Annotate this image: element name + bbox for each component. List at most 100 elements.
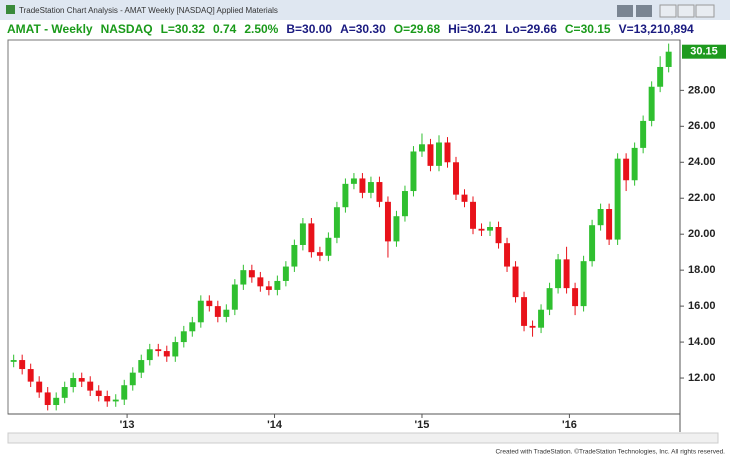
candle-body <box>401 191 408 217</box>
header-item: C=30.15 <box>565 22 611 36</box>
candle-body <box>563 259 570 289</box>
candle-body <box>163 351 170 357</box>
x-tick-label: '14 <box>267 419 283 431</box>
last-price-box <box>682 44 726 59</box>
candle-body <box>597 209 604 226</box>
candle-body <box>384 201 391 242</box>
candle-body <box>453 162 459 195</box>
minimize-button[interactable] <box>659 4 677 18</box>
candle-body <box>316 252 323 256</box>
candle-body <box>333 207 340 238</box>
header-item: Lo=29.66 <box>505 22 557 36</box>
candle-body <box>70 378 77 388</box>
candle-body <box>342 183 349 208</box>
candle-body <box>19 360 26 370</box>
candle-body <box>580 261 587 307</box>
candle-body <box>121 385 128 400</box>
header-item: O=29.68 <box>394 22 441 36</box>
candle-body <box>129 372 136 386</box>
candle-body <box>487 227 494 231</box>
maximize-button[interactable] <box>677 4 695 18</box>
candle-body <box>495 227 502 244</box>
x-tick-label: '16 <box>562 419 577 431</box>
y-tick-label: 24.00 <box>688 156 716 168</box>
candle-body <box>36 381 43 393</box>
y-tick-label: 20.00 <box>688 228 716 240</box>
candle-body <box>155 349 162 352</box>
candle-body <box>470 201 476 229</box>
y-tick-label: 18.00 <box>688 264 716 276</box>
header-item: L=30.32 <box>161 22 206 36</box>
candle-body <box>359 178 366 193</box>
candle-body <box>172 342 179 357</box>
menu-button[interactable] <box>617 5 633 17</box>
header-item: V=13,210,894 <box>619 22 694 36</box>
candle-body <box>231 284 238 310</box>
candle-body <box>146 349 153 361</box>
candle-body <box>350 178 357 184</box>
link-button[interactable] <box>636 5 652 17</box>
candle-body <box>299 223 306 245</box>
candle-body <box>623 158 630 181</box>
candle-body <box>87 381 94 391</box>
candle-body <box>521 297 528 326</box>
candle-body <box>53 397 60 406</box>
candle-body <box>223 309 230 317</box>
candle-body <box>606 209 613 240</box>
last-price-label: 30.15 <box>690 46 718 58</box>
candle-body <box>104 396 111 402</box>
header-item: AMAT - Weekly <box>7 22 93 36</box>
candle-body <box>478 228 485 231</box>
candle-body <box>367 182 374 193</box>
candle-body <box>538 309 545 328</box>
candle-body <box>504 243 511 267</box>
candle-body <box>589 225 596 262</box>
candle-body <box>436 142 442 166</box>
header-item: 0.74 <box>213 22 237 36</box>
candle-body <box>665 51 672 67</box>
candle-body <box>393 216 400 242</box>
candle-body <box>325 237 332 256</box>
y-tick-label: 26.00 <box>688 120 716 132</box>
y-tick-label: 16.00 <box>688 300 716 312</box>
candle-body <box>274 280 281 290</box>
candle-body <box>197 300 204 323</box>
candle-body <box>648 86 655 121</box>
candle-body <box>282 266 289 281</box>
header-item: Hi=30.21 <box>448 22 497 36</box>
candle-body <box>529 325 536 328</box>
header-item: 2.50% <box>244 22 278 36</box>
candle-body <box>189 322 196 332</box>
candle-body <box>61 387 68 398</box>
candle-body <box>44 392 51 406</box>
candle-body <box>95 390 102 397</box>
candle-body <box>214 306 221 317</box>
title-bar <box>0 0 730 20</box>
y-tick-label: 28.00 <box>688 84 716 96</box>
candle-body <box>248 270 255 278</box>
candle-body <box>444 142 451 163</box>
candle-body <box>410 151 417 192</box>
header-item: NASDAQ <box>101 22 153 36</box>
scrollbar[interactable] <box>7 432 719 444</box>
window-title: TradeStation Chart Analysis - AMAT Weekl… <box>19 6 278 15</box>
candle-body <box>180 331 187 343</box>
header-item: B=30.00 <box>286 22 332 36</box>
candle-body <box>27 369 34 382</box>
candle-body <box>512 266 519 298</box>
y-tick-label: 14.00 <box>688 336 716 348</box>
candle-body <box>78 378 85 382</box>
close-button[interactable] <box>695 4 715 18</box>
x-tick-label: '15 <box>415 419 430 431</box>
candle-body <box>308 223 315 253</box>
candle-body <box>265 286 272 290</box>
candle-body <box>572 288 579 307</box>
header-item: A=30.30 <box>340 22 386 36</box>
x-tick-label: '13 <box>120 419 135 431</box>
candle-body <box>112 399 119 402</box>
candle-body <box>138 360 145 373</box>
candle-body <box>418 144 425 152</box>
chart-header: AMAT - Weekly NASDAQ L=30.32 0.74 2.50% B=30.… <box>7 22 694 36</box>
candle-body <box>10 360 17 362</box>
